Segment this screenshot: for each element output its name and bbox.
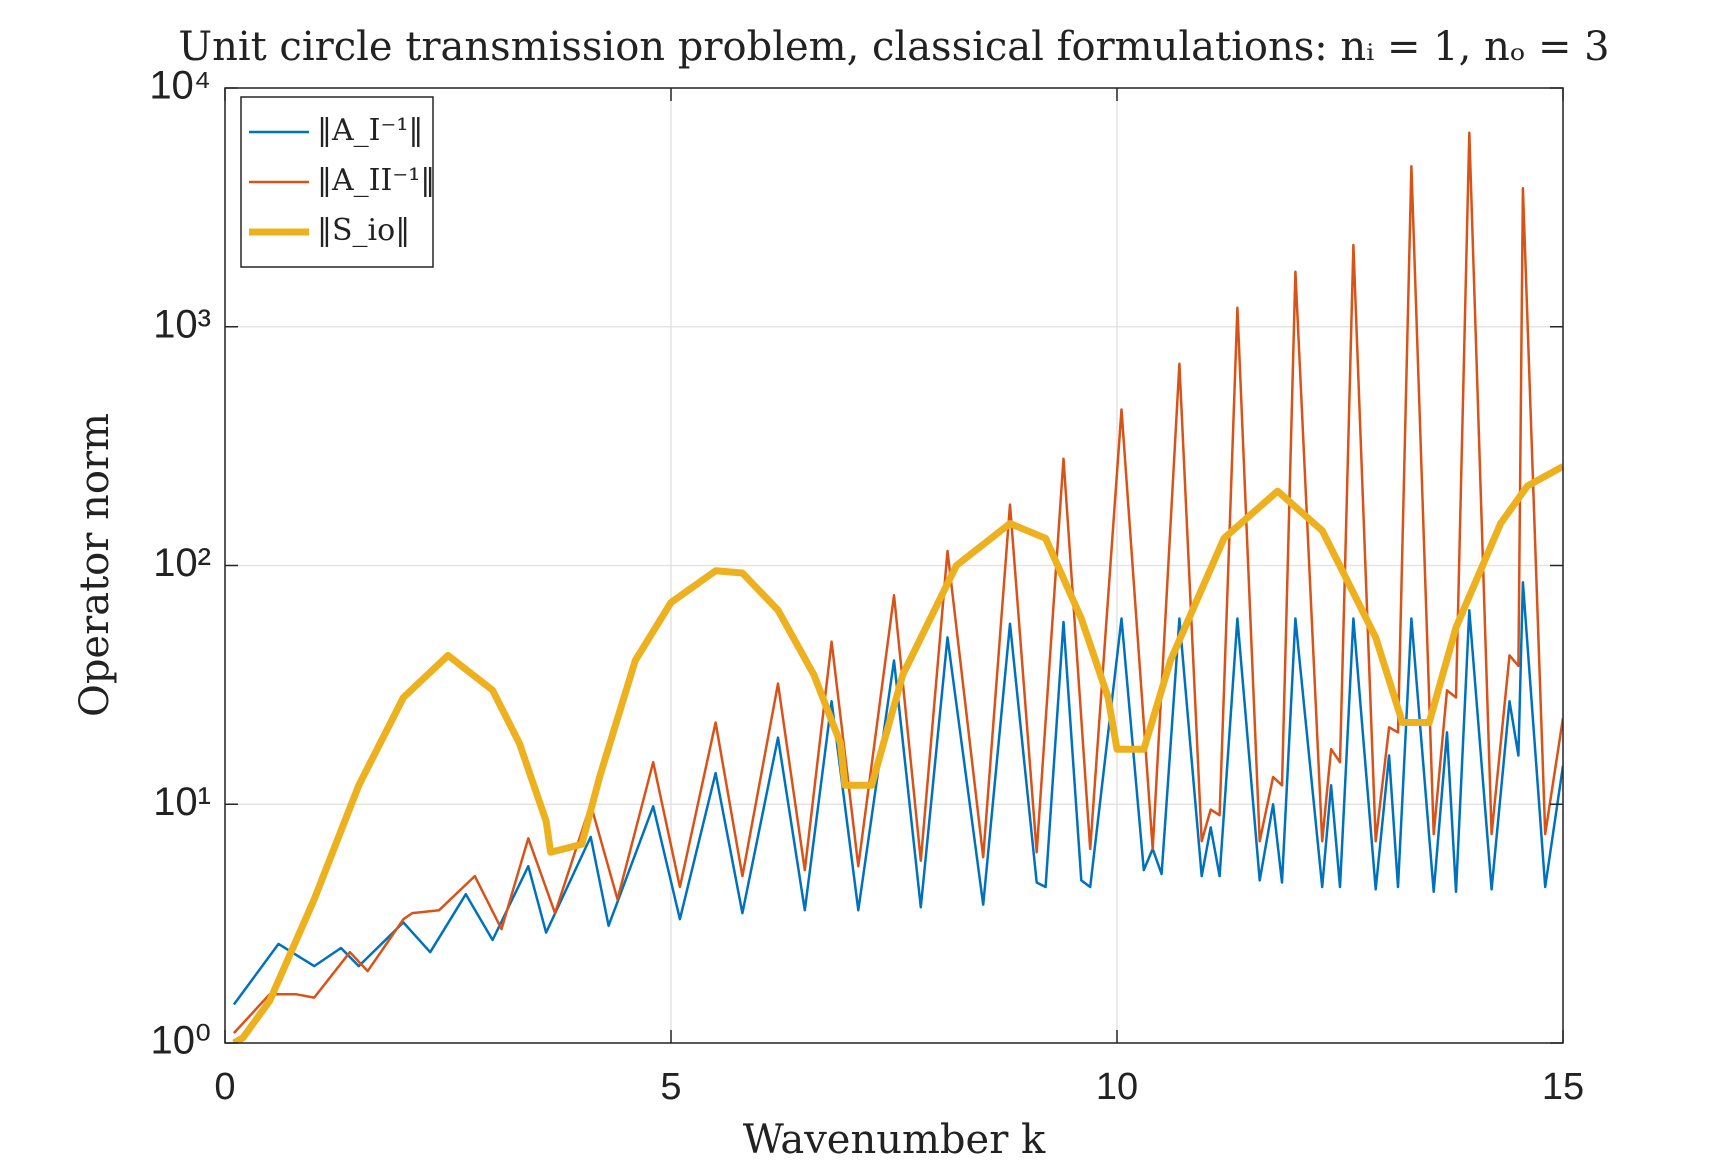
legend-label: ‖A_I⁻¹‖: [317, 113, 423, 148]
legend-label: ‖S_io‖: [317, 213, 410, 248]
y-tick-label: 10²: [153, 541, 211, 585]
series-line: [232, 463, 1563, 1043]
y-tick-label: 10³: [153, 302, 211, 346]
x-axis-label: Wavenumber k: [743, 1117, 1046, 1163]
series-line: [232, 581, 1563, 1006]
y-axis-label: Operator norm: [72, 413, 118, 717]
x-tick-label: 15: [1542, 1066, 1584, 1108]
y-tick-label: 10⁴: [149, 64, 211, 108]
y-tick-label: 10⁰: [150, 1019, 211, 1063]
x-tick-label: 0: [214, 1066, 235, 1108]
x-tick-label: 10: [1096, 1066, 1138, 1108]
x-tick-label: 5: [660, 1066, 681, 1108]
series-line: [232, 131, 1563, 1034]
legend-label: ‖A_II⁻¹‖: [317, 163, 435, 198]
chart-title: Unit circle transmission problem, classi…: [178, 24, 1609, 70]
y-tick-label: 10¹: [153, 780, 211, 824]
